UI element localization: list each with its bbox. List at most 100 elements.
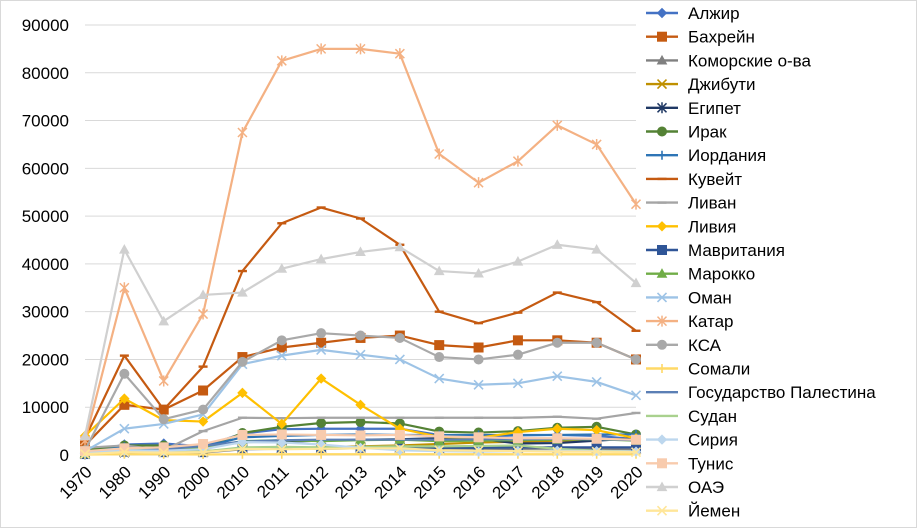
data-point (553, 338, 562, 347)
grid-lines (85, 25, 636, 455)
data-point (277, 336, 286, 345)
legend-label: Алжир (688, 4, 740, 23)
data-point (356, 431, 365, 440)
x-tick-label: 1970 (56, 462, 96, 502)
data-point (238, 357, 247, 366)
x-tick-label: 1990 (134, 462, 174, 502)
y-tick-label: 50000 (22, 207, 69, 226)
legend-label: Сомали (688, 360, 750, 379)
legend-item: Катар (646, 312, 734, 331)
y-tick-label: 10000 (22, 398, 69, 417)
y-tick-label: 70000 (22, 112, 69, 131)
data-point (395, 333, 404, 342)
data-point (513, 156, 522, 167)
legend-item: Сирия (646, 431, 738, 450)
x-tick-label: 2020 (607, 462, 647, 502)
data-point (592, 139, 601, 150)
legend-item: Кувейт (646, 170, 742, 189)
data-point (632, 355, 641, 364)
legend-item: Иордания (646, 146, 766, 165)
legend-item: Мавритания (646, 241, 785, 260)
data-point (317, 329, 326, 338)
data-point (395, 430, 404, 439)
legend-label: Государство Палестина (688, 383, 876, 402)
legend: Алжир Бахрейн Коморские о-ва Джибути Египет И… (646, 4, 876, 521)
legend-marker (658, 151, 667, 160)
legend-item: Тунис (646, 454, 734, 473)
data-point (238, 127, 247, 138)
legend-item: Джибути (646, 75, 756, 94)
legend-label: Иордания (688, 146, 766, 165)
data-point (435, 353, 444, 362)
data-point (553, 120, 562, 131)
data-point (474, 177, 483, 188)
legend-item: ОАЭ (646, 478, 724, 497)
legend-label: Тунис (688, 454, 734, 473)
data-point (513, 350, 522, 359)
legend-label: Йемен (688, 502, 740, 521)
legend-item: Сомали (646, 360, 750, 379)
legend-label: Джибути (688, 75, 756, 94)
x-tick-label: 2019 (567, 462, 607, 502)
legend-label: Коморские о-ва (688, 51, 812, 70)
data-point (238, 430, 247, 439)
data-point (317, 430, 326, 439)
x-tick-label: 2013 (331, 462, 371, 502)
legend-marker (658, 459, 667, 468)
x-tick-label: 2011 (253, 462, 292, 501)
data-point (120, 282, 129, 293)
legend-label: Египет (688, 99, 741, 118)
data-point (199, 386, 208, 395)
data-point (474, 343, 483, 352)
data-point (159, 415, 168, 424)
legend-item: Алжир (646, 4, 740, 23)
legend-marker (658, 246, 667, 255)
x-tick-label: 2015 (410, 462, 450, 502)
y-tick-label: 90000 (22, 16, 69, 35)
legend-item: Коморские о-ва (646, 51, 812, 70)
legend-marker (658, 127, 667, 136)
legend-label: Бахрейн (688, 28, 755, 47)
legend-label: Мавритания (688, 241, 785, 260)
data-point (199, 309, 208, 320)
legend-item: Ливия (646, 217, 736, 236)
data-point (120, 245, 129, 253)
legend-item: Бахрейн (646, 28, 755, 47)
data-point (199, 405, 208, 414)
y-tick-label: 60000 (22, 159, 69, 178)
legend-marker (658, 435, 667, 444)
series-group (81, 43, 641, 459)
data-point (120, 369, 129, 378)
legend-label: Ливия (688, 217, 736, 236)
data-point (474, 355, 483, 364)
y-tick-label: 30000 (22, 303, 69, 322)
legend-item: КСА (646, 336, 722, 355)
data-point (159, 375, 168, 386)
legend-item: Египет (646, 99, 741, 118)
legend-label: КСА (688, 336, 722, 355)
legend-label: Судан (688, 407, 737, 426)
x-tick-label: 2000 (174, 462, 214, 502)
legend-label: Ливан (688, 194, 736, 213)
x-tick-label: 2014 (371, 462, 411, 502)
data-point (592, 338, 601, 347)
legend-label: Ирак (688, 123, 727, 142)
legend-marker (658, 340, 667, 349)
x-tick-label: 2018 (528, 462, 568, 502)
data-point (199, 440, 208, 449)
legend-label: Марокко (688, 265, 755, 284)
x-tick-label: 2010 (213, 462, 253, 502)
y-tick-label: 20000 (22, 350, 69, 369)
legend-marker (658, 9, 667, 18)
legend-label: Сирия (688, 431, 738, 450)
data-point (474, 433, 483, 442)
data-point (356, 331, 365, 340)
legend-item: Марокко (646, 265, 755, 284)
data-point (513, 434, 522, 443)
x-tick-label: 2017 (489, 462, 529, 502)
x-tick-label: 2012 (292, 462, 332, 502)
y-tick-label: 40000 (22, 255, 69, 274)
legend-label: Оман (688, 288, 732, 307)
